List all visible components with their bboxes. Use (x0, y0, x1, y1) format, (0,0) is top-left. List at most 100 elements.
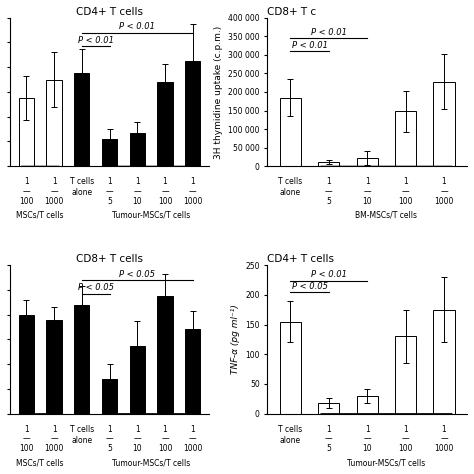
Text: 1: 1 (24, 177, 29, 186)
Text: —: — (189, 435, 197, 444)
Text: P < 0.01: P < 0.01 (78, 36, 114, 45)
Text: MSCs/T cells: MSCs/T cells (17, 210, 64, 219)
Text: 100: 100 (158, 444, 172, 453)
Text: P < 0.01: P < 0.01 (292, 41, 328, 50)
Text: alone: alone (71, 189, 92, 197)
Y-axis label: TNF-α (pg ml⁻¹): TNF-α (pg ml⁻¹) (231, 304, 240, 374)
Text: —: — (23, 187, 30, 196)
Text: 100: 100 (19, 197, 34, 206)
Text: 1000: 1000 (434, 444, 454, 453)
Text: alone: alone (71, 436, 92, 445)
Text: 100: 100 (398, 197, 413, 206)
Bar (19, 315, 34, 414)
Text: 1: 1 (403, 177, 408, 186)
Text: P < 0.01: P < 0.01 (311, 270, 347, 279)
Title: CD4+ T cells: CD4+ T cells (76, 7, 143, 17)
Text: 1: 1 (365, 177, 370, 186)
Text: T cells: T cells (278, 425, 302, 434)
Text: —: — (106, 435, 113, 444)
Text: 1: 1 (135, 177, 140, 186)
Text: P < 0.05: P < 0.05 (119, 270, 155, 279)
Text: 5: 5 (107, 444, 112, 453)
Bar (74, 305, 90, 414)
Bar (130, 346, 145, 414)
Text: —: — (189, 187, 197, 196)
Text: alone: alone (280, 436, 301, 445)
Text: —: — (161, 435, 169, 444)
Text: —: — (325, 187, 333, 196)
Text: —: — (440, 435, 448, 444)
Title: CD8+ T cells: CD8+ T cells (76, 255, 143, 264)
Text: 1: 1 (442, 177, 447, 186)
Text: —: — (134, 187, 141, 196)
Text: 5: 5 (327, 444, 331, 453)
Text: —: — (364, 435, 371, 444)
Bar (19, 98, 34, 166)
Bar (280, 321, 301, 414)
Text: 1000: 1000 (183, 197, 202, 206)
Text: T cells: T cells (278, 177, 302, 186)
Text: 1: 1 (327, 425, 331, 434)
Bar (157, 82, 173, 166)
Bar (46, 80, 62, 166)
Text: 1: 1 (191, 177, 195, 186)
Text: P < 0.05: P < 0.05 (78, 283, 114, 292)
Text: 1: 1 (163, 425, 167, 434)
Text: CD8+ T c: CD8+ T c (267, 7, 317, 17)
Text: 1: 1 (107, 425, 112, 434)
Text: 1: 1 (365, 425, 370, 434)
Text: 1: 1 (327, 177, 331, 186)
Text: 1: 1 (403, 425, 408, 434)
Text: 100: 100 (19, 444, 34, 453)
Bar (395, 337, 416, 414)
Bar (318, 162, 339, 166)
Text: 1: 1 (135, 425, 140, 434)
Bar (185, 329, 201, 414)
Text: —: — (23, 435, 30, 444)
Text: 1: 1 (442, 425, 447, 434)
Text: —: — (402, 187, 410, 196)
Text: —: — (440, 187, 448, 196)
Text: —: — (50, 435, 58, 444)
Text: 100: 100 (398, 444, 413, 453)
Bar (74, 73, 90, 166)
Text: Tumour-MSCs/T cells: Tumour-MSCs/T cells (112, 458, 190, 467)
Bar (130, 133, 145, 166)
Text: MSCs/T cells: MSCs/T cells (17, 458, 64, 467)
Text: 5: 5 (327, 197, 331, 206)
Text: 1: 1 (52, 425, 56, 434)
Text: —: — (134, 435, 141, 444)
Text: 1: 1 (191, 425, 195, 434)
Text: P < 0.01: P < 0.01 (311, 27, 347, 36)
Text: 10: 10 (363, 444, 372, 453)
Text: 10: 10 (132, 444, 142, 453)
Bar (46, 319, 62, 414)
Text: —: — (106, 187, 113, 196)
Text: 5: 5 (107, 197, 112, 206)
Text: —: — (364, 187, 371, 196)
Bar (102, 139, 117, 166)
Text: —: — (402, 435, 410, 444)
Text: 1000: 1000 (434, 197, 454, 206)
Text: 1: 1 (163, 177, 167, 186)
Y-axis label: 3H thymidine uptake (c.p.m.): 3H thymidine uptake (c.p.m.) (214, 25, 223, 159)
Text: 1: 1 (52, 177, 56, 186)
Bar (433, 310, 455, 414)
Bar (395, 111, 416, 166)
Text: 100: 100 (158, 197, 172, 206)
Text: 1000: 1000 (183, 444, 202, 453)
Text: Tumour-MSCs/T cells: Tumour-MSCs/T cells (112, 210, 190, 219)
Bar (433, 82, 455, 166)
Bar (356, 158, 378, 166)
Text: T cells: T cells (70, 425, 94, 434)
Text: T cells: T cells (70, 177, 94, 186)
Bar (356, 396, 378, 414)
Text: 1000: 1000 (45, 197, 64, 206)
Text: —: — (50, 187, 58, 196)
Text: —: — (161, 187, 169, 196)
Text: —: — (325, 435, 333, 444)
Text: Tumour-MSCs/T cells: Tumour-MSCs/T cells (347, 458, 426, 467)
Bar (318, 403, 339, 414)
Text: 10: 10 (132, 197, 142, 206)
Bar (185, 61, 201, 166)
